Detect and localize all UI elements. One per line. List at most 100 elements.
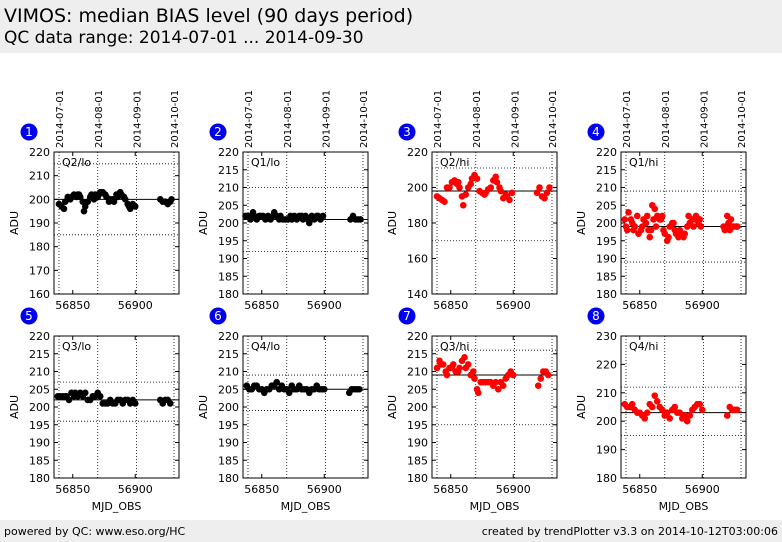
data-point	[168, 196, 175, 203]
data-point	[456, 364, 463, 372]
date-tick-label: 2014-08-01	[661, 90, 672, 148]
x-axis-label: MJD_OBS	[470, 500, 520, 513]
footer-bar: powered by QC: www.eso.org/HC created by…	[0, 520, 782, 542]
y-tick-label: 210	[218, 182, 239, 195]
plot-frame	[53, 151, 180, 295]
data-point	[469, 368, 477, 375]
data-point	[696, 216, 704, 223]
y-tick-label: 220	[218, 330, 239, 343]
panel-label: Q4/lo	[251, 340, 280, 353]
y-axis-label: ADU	[386, 395, 399, 419]
data-point	[461, 354, 468, 361]
y-tick-label: 195	[596, 235, 617, 248]
y-tick-label: 190	[407, 437, 428, 450]
data-point	[658, 212, 666, 220]
x-tick-label: 56900	[496, 299, 531, 312]
data-point	[665, 233, 672, 241]
y-tick-label: 200	[596, 217, 617, 230]
y-tick-label: 215	[407, 348, 428, 361]
y-tick-label: 200	[218, 401, 239, 414]
data-point	[131, 400, 139, 407]
data-point	[131, 203, 139, 210]
data-point	[676, 409, 684, 416]
y-tick-label: 215	[29, 348, 50, 361]
data-point	[454, 178, 462, 186]
data-point	[696, 400, 704, 408]
y-tick-label: 180	[218, 472, 239, 485]
data-point	[641, 415, 649, 422]
y-tick-label: 200	[407, 182, 428, 195]
panel-label: Q2/hi	[440, 156, 469, 169]
data-point	[643, 212, 651, 220]
y-tick-label: 185	[218, 270, 239, 283]
date-tick-label: 2014-07-01	[244, 90, 255, 148]
y-tick-label: 190	[29, 437, 50, 450]
panel-label: Q4/hi	[629, 340, 658, 353]
x-tick-label: 56900	[496, 483, 531, 496]
data-point	[497, 187, 505, 195]
y-tick-label: 170	[29, 264, 50, 277]
y-tick-label: 190	[596, 253, 617, 266]
data-point	[65, 396, 73, 404]
data-point	[631, 223, 639, 230]
data-point	[534, 382, 542, 390]
y-tick-label: 210	[29, 366, 50, 379]
data-point	[652, 223, 660, 230]
data-point	[320, 385, 328, 393]
data-point	[439, 361, 447, 368]
date-tick-label: 2014-07-01	[55, 90, 66, 148]
y-tick-label: 195	[407, 419, 428, 432]
y-axis-label: ADU	[386, 211, 399, 235]
data-point	[623, 226, 631, 234]
date-tick-label: 2014-07-01	[433, 90, 444, 148]
date-tick-label: 2014-09-01	[322, 90, 333, 148]
data-point	[508, 189, 516, 197]
panel-label: Q1/lo	[251, 156, 280, 169]
y-tick-label: 220	[407, 146, 428, 159]
data-point	[628, 400, 636, 408]
y-tick-label: 180	[596, 288, 617, 301]
y-tick-label: 195	[29, 419, 50, 432]
plot-frame	[242, 151, 369, 295]
panel-label: Q2/lo	[62, 156, 91, 169]
data-point	[110, 198, 118, 205]
data-point	[60, 205, 68, 213]
data-point	[648, 403, 656, 411]
data-point	[493, 178, 501, 186]
data-point	[643, 409, 651, 416]
date-tick-label: 2014-08-01	[472, 90, 483, 148]
data-point	[449, 361, 457, 368]
panel-label: Q3/lo	[62, 340, 91, 353]
data-point	[536, 184, 543, 191]
data-point	[642, 219, 650, 227]
y-tick-label: 215	[218, 164, 239, 177]
y-tick-label: 185	[29, 454, 50, 467]
y-tick-label: 180	[596, 472, 617, 485]
x-tick-label: 56850	[433, 299, 468, 312]
plot-frame	[242, 335, 369, 479]
y-tick-label: 210	[596, 387, 617, 400]
data-point	[727, 216, 735, 223]
y-tick-label: 140	[407, 288, 428, 301]
data-point	[96, 393, 104, 400]
data-point	[653, 398, 661, 405]
data-point	[698, 406, 706, 414]
page-title: VIMOS: median BIAS level (90 days period…	[4, 5, 414, 27]
panel-number-badge	[398, 307, 416, 325]
data-point	[441, 198, 448, 205]
data-point	[166, 400, 174, 407]
plot-frame	[431, 335, 558, 479]
y-tick-label: 220	[596, 358, 617, 371]
data-point	[670, 219, 677, 227]
y-tick-label: 190	[218, 437, 239, 450]
data-point	[487, 184, 495, 191]
data-point	[733, 406, 741, 414]
y-tick-label: 180	[29, 241, 50, 254]
panel-number: 8	[592, 309, 600, 323]
data-point	[625, 209, 632, 216]
y-tick-label: 160	[29, 288, 50, 301]
y-tick-label: 195	[218, 235, 239, 248]
data-point	[459, 201, 467, 209]
data-point	[723, 412, 731, 419]
